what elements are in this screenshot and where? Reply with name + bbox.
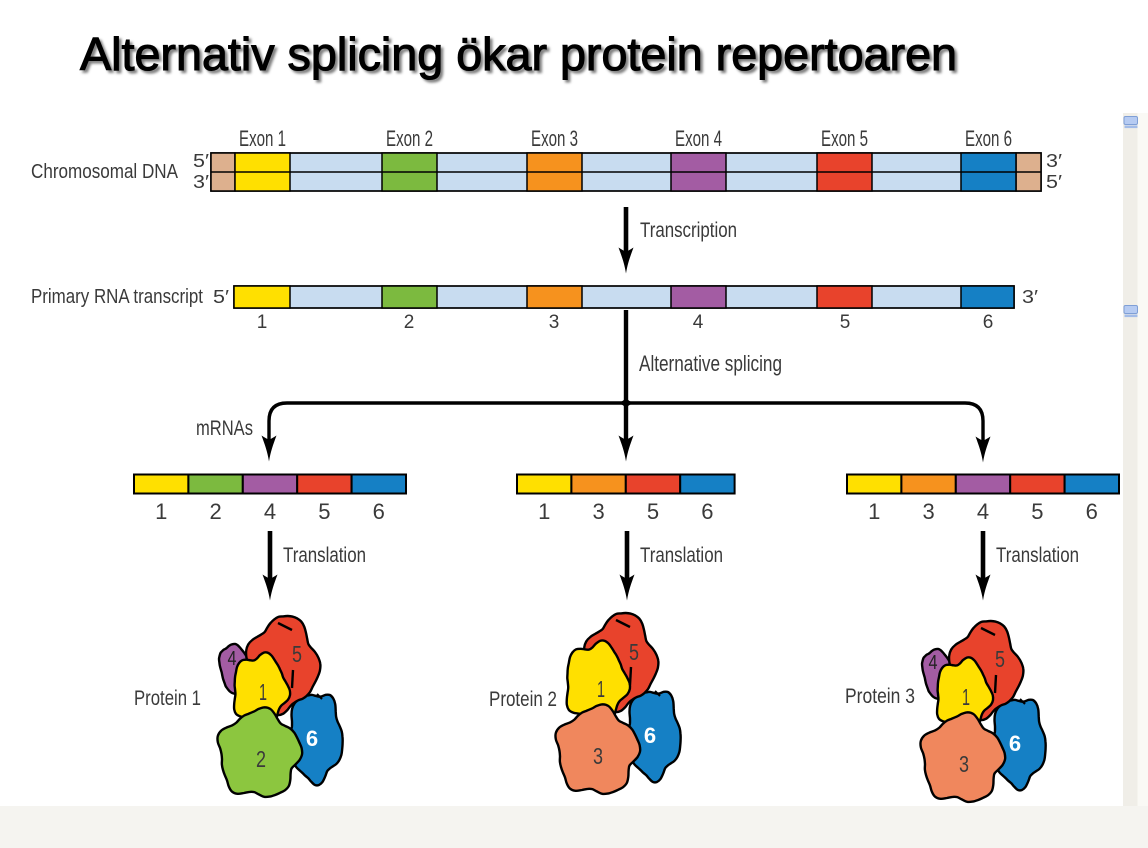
svg-text:Primary RNA transcript: Primary RNA transcript bbox=[31, 286, 203, 308]
svg-text:Exon 1: Exon 1 bbox=[239, 126, 286, 151]
svg-text:4: 4 bbox=[264, 499, 276, 524]
svg-text:Translation: Translation bbox=[640, 544, 723, 567]
svg-text:Exon 4: Exon 4 bbox=[675, 126, 722, 151]
svg-text:Protein 2: Protein 2 bbox=[489, 688, 557, 711]
svg-text:2: 2 bbox=[209, 499, 221, 524]
svg-text:6: 6 bbox=[1086, 499, 1098, 524]
svg-text:5′: 5′ bbox=[1046, 172, 1063, 192]
svg-text:6: 6 bbox=[983, 312, 994, 333]
svg-text:5: 5 bbox=[1031, 499, 1043, 524]
svg-text:2: 2 bbox=[256, 746, 266, 772]
svg-text:5′: 5′ bbox=[213, 287, 230, 307]
svg-text:Transcription: Transcription bbox=[640, 219, 737, 242]
svg-text:1: 1 bbox=[155, 499, 167, 524]
svg-text:3′: 3′ bbox=[193, 172, 210, 192]
svg-text:1: 1 bbox=[259, 679, 267, 705]
svg-text:4: 4 bbox=[929, 652, 938, 674]
svg-text:Alternativ splicing ökar prote: Alternativ splicing ökar protein reperto… bbox=[80, 28, 957, 80]
svg-text:mRNAs: mRNAs bbox=[196, 417, 253, 440]
svg-text:5: 5 bbox=[629, 639, 639, 665]
svg-text:5: 5 bbox=[995, 646, 1005, 672]
svg-text:3: 3 bbox=[592, 499, 604, 524]
svg-text:1: 1 bbox=[257, 312, 268, 333]
svg-text:4: 4 bbox=[977, 499, 989, 524]
svg-text:Exon 2: Exon 2 bbox=[386, 126, 433, 151]
svg-text:Translation: Translation bbox=[996, 544, 1079, 567]
svg-text:3′: 3′ bbox=[1022, 287, 1039, 307]
svg-text:1: 1 bbox=[597, 676, 605, 702]
svg-text:Translation: Translation bbox=[283, 544, 366, 567]
svg-text:6: 6 bbox=[373, 499, 385, 524]
svg-text:6: 6 bbox=[1009, 731, 1021, 756]
svg-text:6: 6 bbox=[701, 499, 713, 524]
svg-text:3: 3 bbox=[593, 743, 603, 769]
svg-text:1: 1 bbox=[538, 499, 550, 524]
svg-text:3: 3 bbox=[959, 751, 969, 777]
svg-text:2: 2 bbox=[404, 312, 415, 333]
svg-text:6: 6 bbox=[644, 723, 656, 748]
svg-text:5: 5 bbox=[292, 641, 302, 667]
svg-text:6: 6 bbox=[306, 726, 318, 751]
svg-text:3′: 3′ bbox=[1046, 151, 1063, 171]
svg-text:1: 1 bbox=[868, 499, 880, 524]
svg-text:3: 3 bbox=[549, 312, 560, 333]
svg-text:4: 4 bbox=[693, 312, 704, 333]
svg-text:Exon 5: Exon 5 bbox=[821, 126, 868, 151]
svg-text:4: 4 bbox=[228, 648, 237, 670]
svg-text:Protein 1: Protein 1 bbox=[134, 687, 201, 710]
svg-text:1: 1 bbox=[962, 684, 970, 710]
svg-text:3: 3 bbox=[922, 499, 934, 524]
svg-text:Chromosomal DNA: Chromosomal DNA bbox=[31, 161, 179, 183]
svg-text:Protein 3: Protein 3 bbox=[845, 685, 915, 708]
svg-text:5: 5 bbox=[318, 499, 330, 524]
svg-text:Alternative splicing: Alternative splicing bbox=[639, 351, 782, 376]
svg-text:Exon 6: Exon 6 bbox=[965, 126, 1012, 151]
svg-text:5: 5 bbox=[647, 499, 659, 524]
svg-text:5: 5 bbox=[840, 312, 851, 333]
svg-text:Exon 3: Exon 3 bbox=[531, 126, 578, 151]
svg-text:5′: 5′ bbox=[193, 151, 210, 171]
